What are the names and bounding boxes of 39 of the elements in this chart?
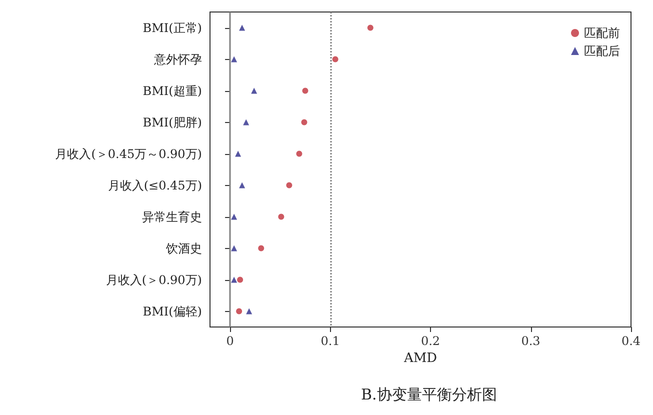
point [296,150,302,157]
point [278,214,284,220]
point [286,182,292,188]
y-tick-label: 月收入(＞0.90万) [106,272,202,287]
point [302,88,308,94]
y-tick-label: BMI(偏轻) [142,304,202,318]
point [258,245,264,252]
y-tick-label: 异常生育史 [142,210,202,224]
point [367,24,374,31]
point [231,245,238,252]
legend-label: 匹配前 [584,26,620,40]
x-tick-label: 0.3 [521,334,540,348]
x-tick-label: 0.1 [320,334,340,348]
y-tick-label: 饮酒史 [165,241,202,256]
point [236,308,242,314]
point [251,88,258,94]
point [243,119,250,126]
point [231,214,238,220]
point [246,308,252,314]
point [239,182,246,188]
x-tick-label: 0.2 [420,334,440,348]
y-tick-label: 月收入(＞0.45万～0.90万) [55,146,202,161]
x-axis-title: AMD [402,350,438,366]
point [231,276,238,283]
legend-label: 匹配后 [584,44,620,58]
point [239,24,246,31]
y-tick-label: 月收入(≤0.45万) [108,178,202,192]
x-tick-label: 0.4 [621,334,641,348]
point [237,276,244,283]
point [231,56,238,62]
y-tick-label: BMI(超重) [142,84,202,98]
y-tick-label: BMI(肥胖) [142,115,202,130]
y-tick-label: BMI(正常) [142,20,202,35]
y-tick-label: 意外怀孕 [153,52,202,66]
point [332,56,338,62]
x-tick-label: 0 [226,334,234,348]
point [235,150,242,157]
point [301,119,308,126]
text: B.协变量平衡分析图 [361,386,497,404]
